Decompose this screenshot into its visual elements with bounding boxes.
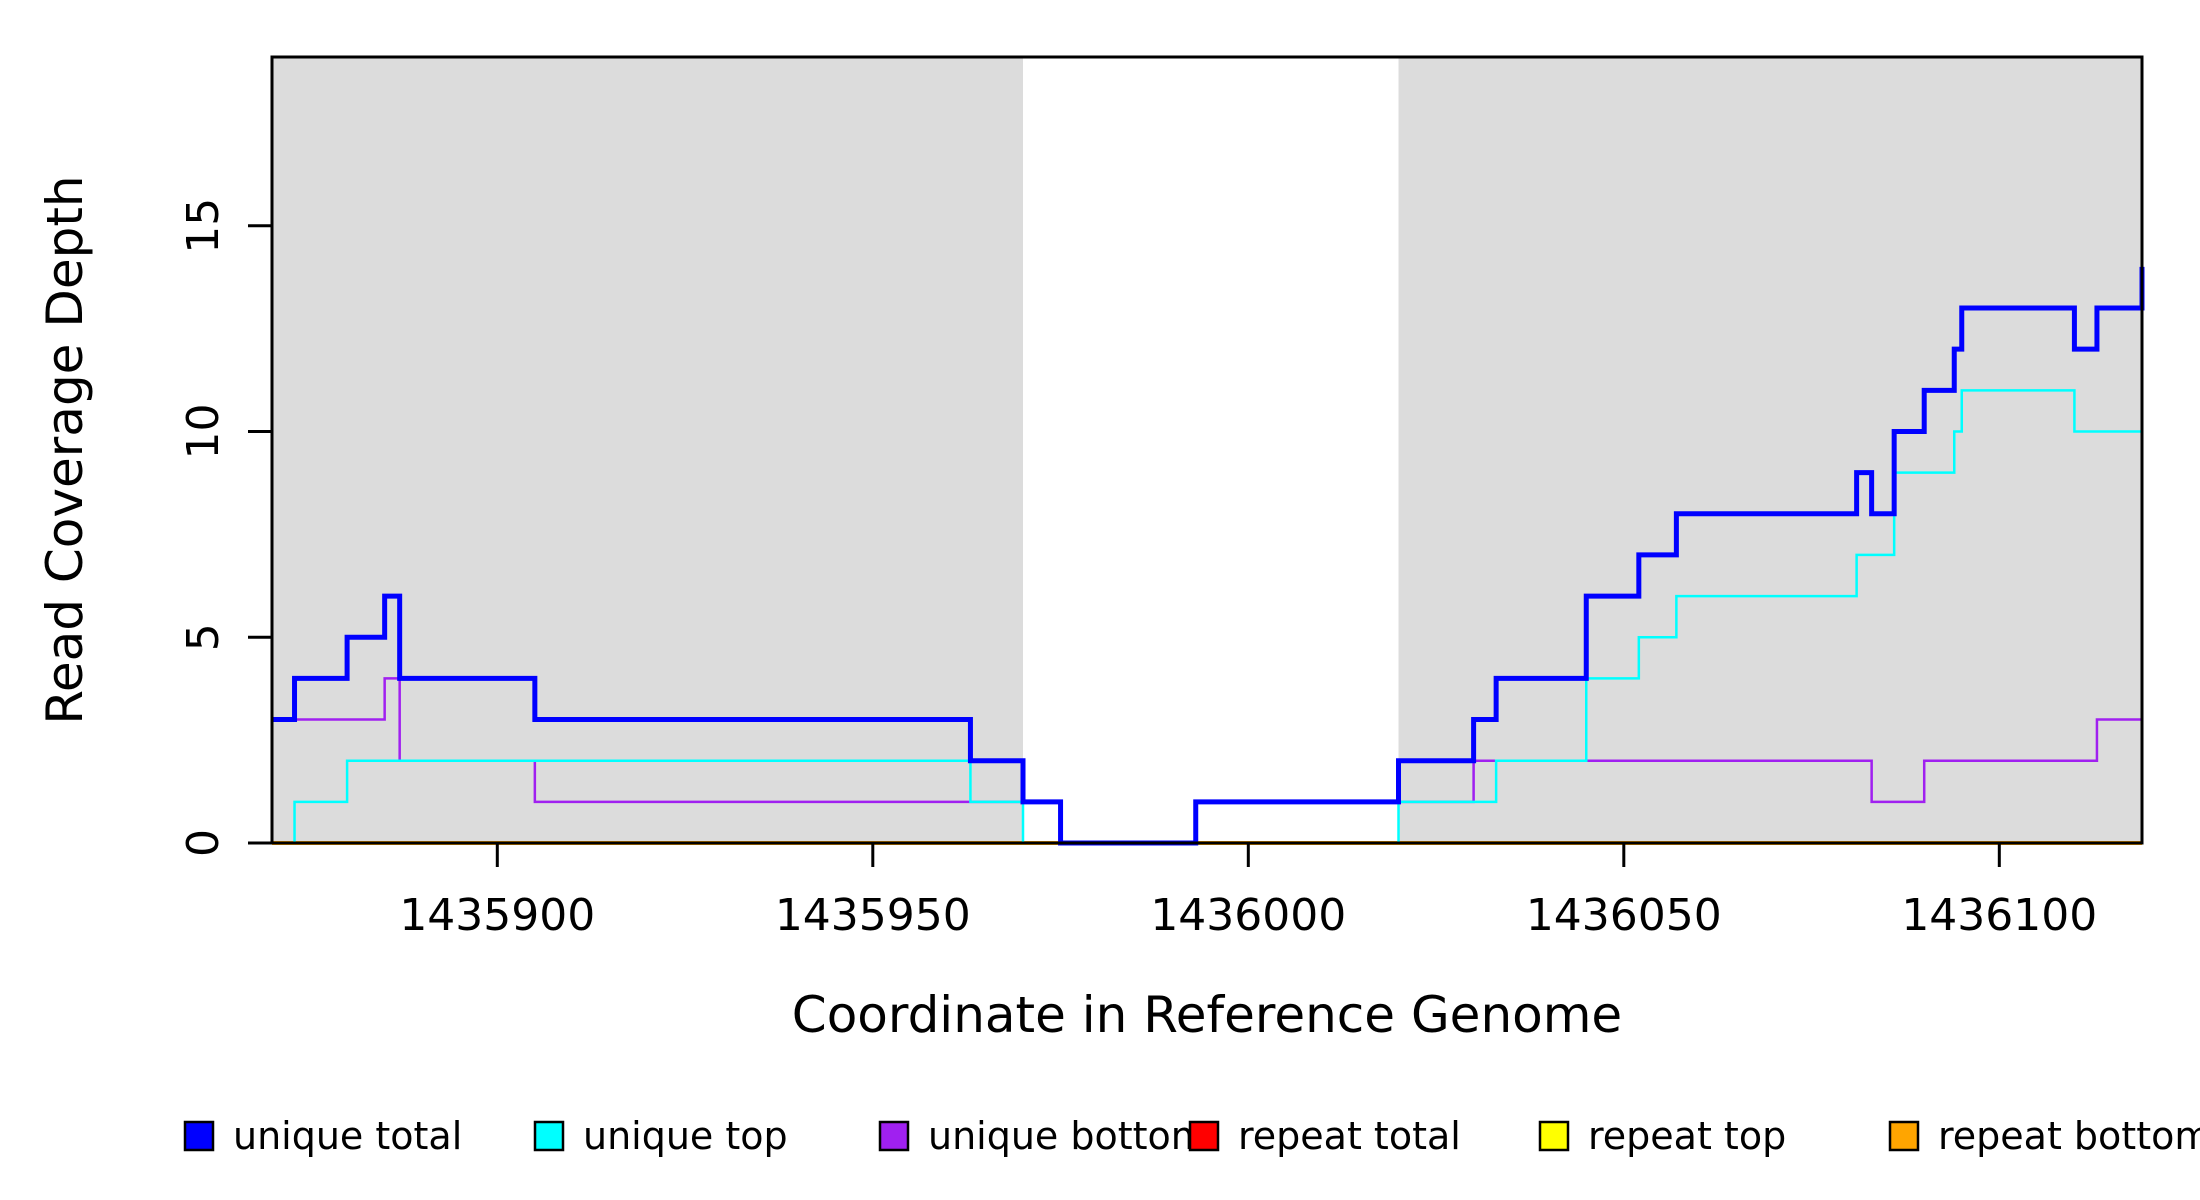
- legend-item: unique total: [183, 1114, 462, 1158]
- legend-item: repeat bottom: [1888, 1114, 2200, 1158]
- x-tick-label: 1435950: [775, 890, 971, 941]
- legend-swatch: [1888, 1120, 1920, 1152]
- y-tick-label: 10: [178, 403, 229, 459]
- shaded-band: [272, 57, 1024, 843]
- x-tick-label: 1435900: [399, 890, 595, 941]
- legend-swatch: [1188, 1120, 1220, 1152]
- legend-label: unique bottom: [928, 1114, 1208, 1158]
- legend-swatch: [533, 1120, 565, 1152]
- series-line-unique-total: [272, 266, 2145, 846]
- legend-swatch: [1538, 1120, 1570, 1152]
- legend-label: repeat bottom: [1938, 1114, 2200, 1158]
- legend: unique total unique top unique bottom repea…: [183, 1114, 2200, 1158]
- y-axis-title: Read Coverage Depth: [36, 175, 94, 724]
- x-tick-label: 1436000: [1150, 890, 1346, 941]
- x-tick-label: 1436100: [1901, 890, 2097, 941]
- y-tick-label: 15: [178, 198, 229, 254]
- legend-label: unique top: [583, 1114, 788, 1158]
- legend-item: unique bottom: [878, 1114, 1208, 1158]
- legend-item: repeat top: [1538, 1114, 1786, 1158]
- y-tick-label: 0: [178, 829, 229, 857]
- x-axis: 1435900 1435950 1436000 1436050 1436100: [399, 844, 2097, 941]
- y-axis: 0 5 10 15: [178, 198, 271, 857]
- plot-border: [270, 55, 2144, 845]
- x-tick-label: 1436050: [1526, 890, 1722, 941]
- legend-label: unique total: [233, 1114, 462, 1158]
- legend-item: unique top: [533, 1114, 788, 1158]
- plot-frame-layer: [270, 55, 2144, 845]
- x-axis-title: Coordinate in Reference Genome: [792, 986, 1622, 1044]
- y-tick-label: 5: [178, 623, 229, 651]
- legend-label: repeat top: [1588, 1114, 1786, 1158]
- legend-item: repeat total: [1188, 1114, 1461, 1158]
- shaded-band-layer: [272, 57, 2142, 843]
- shaded-band: [1398, 57, 2142, 843]
- legend-label: repeat total: [1238, 1114, 1461, 1158]
- legend-swatch: [183, 1120, 215, 1152]
- legend-swatch: [878, 1120, 910, 1152]
